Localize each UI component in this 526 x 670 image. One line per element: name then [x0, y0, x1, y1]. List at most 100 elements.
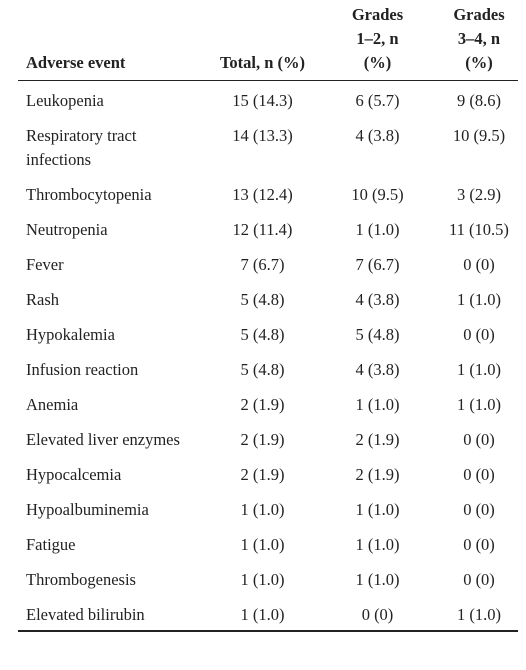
header-cell: Grades 3–4, n (%)	[440, 0, 518, 81]
count-cell: 2 (1.9)	[210, 455, 315, 490]
count-cell: 1 (1.0)	[440, 385, 518, 420]
event-name: Fever	[26, 255, 64, 274]
count-cell: 3 (2.9)	[440, 175, 518, 210]
header-text: Grades 3–4, n (%)	[453, 5, 505, 72]
count-text: 1 (1.0)	[240, 605, 285, 624]
count-text: 4 (3.8)	[355, 290, 400, 309]
count-text: 1 (1.0)	[355, 395, 400, 414]
count-text: 4 (3.8)	[355, 360, 400, 379]
count-text: 0 (0)	[463, 465, 495, 484]
adverse-events-table: Adverse event Total, n (%) Grades 1–2, n (…	[18, 0, 518, 632]
event-name-cell: Hypokalemia	[18, 315, 210, 350]
count-text: 2 (1.9)	[240, 430, 285, 449]
count-cell: 1 (1.0)	[315, 385, 440, 420]
count-cell: 1 (1.0)	[315, 210, 440, 245]
header-text: Adverse event	[26, 53, 126, 72]
count-cell: 0 (0)	[440, 455, 518, 490]
count-text: 7 (6.7)	[355, 255, 400, 274]
count-text: 1 (1.0)	[355, 570, 400, 589]
event-name-cell: Neutropenia	[18, 210, 210, 245]
table-row: Fatigue 1 (1.0) 1 (1.0) 0 (0)	[18, 525, 518, 560]
count-text: 2 (1.9)	[240, 395, 285, 414]
count-cell: 0 (0)	[440, 490, 518, 525]
event-name: Elevated liver enzymes	[26, 430, 180, 449]
count-text: 0 (0)	[361, 605, 394, 624]
table-row: Respiratory tract infections 14 (13.3) 4 (…	[18, 116, 518, 175]
count-cell: 5 (4.8)	[210, 315, 315, 350]
count-cell: 2 (1.9)	[210, 420, 315, 455]
count-text: 5 (4.8)	[240, 325, 285, 344]
count-cell: 1 (1.0)	[210, 560, 315, 595]
count-cell: 2 (1.9)	[315, 420, 440, 455]
event-name-cell: Anemia	[18, 385, 210, 420]
count-text: 0 (0)	[463, 255, 495, 274]
header-row: Adverse event Total, n (%) Grades 1–2, n (…	[18, 0, 518, 81]
count-cell: 0 (0)	[440, 245, 518, 280]
header-text: Total, n (%)	[219, 53, 306, 72]
table-row: Rash 5 (4.8) 4 (3.8) 1 (1.0)	[18, 280, 518, 315]
count-cell: 2 (1.9)	[315, 455, 440, 490]
count-text: 1 (1.0)	[355, 535, 400, 554]
count-text: 6 (5.7)	[355, 91, 400, 110]
event-name-cell: Respiratory tract infections	[18, 116, 210, 175]
event-name-cell: Infusion reaction	[18, 350, 210, 385]
header-cell: Grades 1–2, n (%)	[315, 0, 440, 81]
count-text: 5 (4.8)	[355, 325, 400, 344]
count-text: 12 (11.4)	[232, 220, 293, 239]
count-cell: 1 (1.0)	[315, 525, 440, 560]
count-text: 5 (4.8)	[240, 360, 285, 379]
count-cell: 7 (6.7)	[210, 245, 315, 280]
count-cell: 1 (1.0)	[210, 595, 315, 631]
count-text: 1 (1.0)	[240, 535, 285, 554]
count-cell: 10 (9.5)	[315, 175, 440, 210]
count-text: 14 (13.3)	[232, 126, 293, 145]
table-row: Leukopenia 15 (14.3) 6 (5.7) 9 (8.6)	[18, 81, 518, 117]
count-cell: 5 (4.8)	[315, 315, 440, 350]
count-text: 1 (1.0)	[457, 395, 501, 414]
count-text: 4 (3.8)	[355, 126, 400, 145]
header-cell: Adverse event	[18, 0, 210, 81]
count-text: 1 (1.0)	[355, 220, 400, 239]
table-row: Anemia 2 (1.9) 1 (1.0) 1 (1.0)	[18, 385, 518, 420]
count-text: 1 (1.0)	[457, 360, 501, 379]
count-cell: 4 (3.8)	[315, 116, 440, 175]
count-text: 1 (1.0)	[457, 605, 501, 624]
count-cell: 1 (1.0)	[440, 350, 518, 385]
table-row: Hypoalbuminemia 1 (1.0) 1 (1.0) 0 (0)	[18, 490, 518, 525]
count-text: 1 (1.0)	[240, 500, 285, 519]
header-text: Grades 1–2, n (%)	[351, 5, 404, 72]
count-text: 3 (2.9)	[457, 185, 501, 204]
event-name-cell: Thrombocytopenia	[18, 175, 210, 210]
count-cell: 1 (1.0)	[440, 595, 518, 631]
table-head: Adverse event Total, n (%) Grades 1–2, n (…	[18, 0, 518, 81]
event-name-cell: Hypocalcemia	[18, 455, 210, 490]
count-text: 10 (9.5)	[452, 126, 506, 145]
event-name: Hypoalbuminemia	[26, 500, 149, 519]
count-cell: 13 (12.4)	[210, 175, 315, 210]
count-cell: 0 (0)	[440, 315, 518, 350]
count-text: 1 (1.0)	[240, 570, 285, 589]
event-name: Thrombocytopenia	[26, 185, 152, 204]
count-text: 0 (0)	[463, 570, 495, 589]
event-name: Anemia	[26, 395, 79, 414]
table-row: Thrombocytopenia 13 (12.4) 10 (9.5) 3 (2.9)	[18, 175, 518, 210]
event-name-cell: Leukopenia	[18, 81, 210, 117]
count-cell: 6 (5.7)	[315, 81, 440, 117]
count-text: 7 (6.7)	[240, 255, 285, 274]
table-row: Infusion reaction 5 (4.8) 4 (3.8) 1 (1.0)	[18, 350, 518, 385]
count-text: 0 (0)	[463, 430, 495, 449]
event-name: Thrombogenesis	[26, 570, 136, 589]
count-cell: 10 (9.5)	[440, 116, 518, 175]
count-cell: 5 (4.8)	[210, 350, 315, 385]
count-cell: 0 (0)	[440, 525, 518, 560]
table-row: Neutropenia 12 (11.4) 1 (1.0) 11 (10.5)	[18, 210, 518, 245]
count-cell: 1 (1.0)	[210, 490, 315, 525]
event-name-cell: Rash	[18, 280, 210, 315]
count-cell: 7 (6.7)	[315, 245, 440, 280]
count-cell: 4 (3.8)	[315, 350, 440, 385]
event-name: Rash	[26, 290, 59, 309]
count-text: 2 (1.9)	[240, 465, 285, 484]
event-name-cell: Elevated bilirubin	[18, 595, 210, 631]
count-text: 0 (0)	[463, 500, 495, 519]
count-text: 1 (1.0)	[355, 500, 400, 519]
